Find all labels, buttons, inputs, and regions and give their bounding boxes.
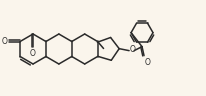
Text: O: O xyxy=(130,45,136,54)
Text: O: O xyxy=(30,50,36,58)
Text: O: O xyxy=(145,58,151,67)
Text: O: O xyxy=(1,37,7,46)
